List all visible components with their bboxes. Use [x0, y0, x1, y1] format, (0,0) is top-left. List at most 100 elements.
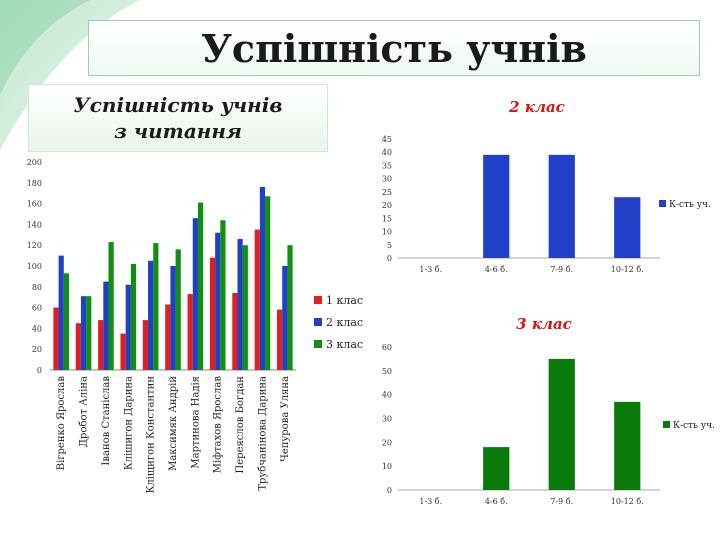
y-tick-label: 40 — [382, 391, 392, 400]
y-tick-label: 60 — [32, 304, 42, 313]
bar-3-klas — [242, 245, 248, 370]
bar-2-klas — [215, 232, 221, 370]
y-tick-label: 20 — [382, 438, 392, 447]
bar — [483, 447, 510, 490]
bar-2-klas — [103, 281, 109, 370]
chart-title: 3 клас — [516, 315, 572, 333]
slide-title: Успішність учнів — [201, 25, 587, 71]
bar-2-klas — [170, 266, 176, 370]
bar — [548, 154, 575, 258]
x-tick-label: Чепурова Уляна — [280, 376, 291, 462]
y-tick-label: 40 — [32, 324, 42, 333]
y-tick-label: 100 — [27, 262, 42, 271]
x-tick-label: Дробот Аліна — [79, 376, 90, 447]
bar-3-klas — [86, 296, 92, 370]
y-tick-label: 35 — [382, 161, 392, 170]
x-tick-label: 4-6 б. — [485, 497, 508, 506]
x-tick-label: Іванов Станіслав — [101, 376, 112, 466]
bar-3-klas — [197, 202, 204, 370]
legend-swatch — [663, 421, 670, 428]
y-tick-label: 200 — [27, 158, 42, 167]
y-tick-label: 20 — [382, 201, 392, 210]
bar-1-klas — [232, 293, 238, 370]
y-tick-label: 50 — [382, 367, 392, 376]
bar-3-klas — [287, 245, 293, 370]
bar-1-klas — [277, 309, 283, 370]
legend-swatch — [314, 318, 322, 326]
bar-1-klas — [120, 333, 126, 370]
bar-2-klas — [58, 255, 64, 370]
x-tick-label: 10-12 б. — [611, 265, 644, 274]
y-tick-label: 30 — [382, 175, 392, 184]
x-tick-label: Вігренко Ярослав — [56, 376, 67, 471]
bar-3-klas — [265, 196, 271, 370]
x-tick-label: 10-12 б. — [611, 497, 644, 506]
bar — [548, 358, 575, 490]
x-tick-label: 4-6 б. — [485, 265, 508, 274]
x-tick-label: Міфтахов Ярослав — [213, 376, 224, 474]
bar-3-klas — [153, 243, 159, 370]
bar-1-klas — [254, 229, 260, 370]
y-tick-label: 30 — [382, 415, 392, 424]
legend-swatch — [314, 296, 322, 304]
chart-title: 2 клас — [508, 98, 565, 116]
bar-3-klas — [130, 263, 137, 370]
y-tick-label: 80 — [32, 283, 42, 292]
bar-2-klas — [237, 238, 243, 370]
legend-swatch — [659, 200, 666, 207]
bar-3-klas — [175, 249, 181, 370]
bar-2-klas — [192, 218, 198, 370]
x-tick-label: Переяслов Богдан — [235, 376, 246, 474]
legend-label: 3 клас — [326, 338, 363, 351]
x-tick-label: 1-3 б. — [419, 497, 442, 506]
bar-1-klas — [142, 320, 149, 370]
bar — [614, 401, 641, 490]
bar-1-klas — [187, 294, 193, 370]
bar-3-klas — [220, 220, 226, 370]
bar — [614, 197, 641, 258]
bar-2-klas — [125, 284, 131, 370]
x-tick-label: Мартинова Надія — [190, 376, 201, 469]
bar-3-klas — [63, 273, 69, 370]
x-tick-label: Кліщигон Константин — [146, 376, 157, 494]
y-tick-label: 40 — [382, 148, 392, 157]
legend-label: 2 клас — [326, 316, 363, 329]
y-tick-label: 180 — [27, 179, 42, 188]
bar-1-klas — [165, 304, 171, 370]
x-tick-label: 7-9 б. — [550, 497, 573, 506]
slide-title-box: Успішність учнів — [88, 20, 700, 76]
bar-3-klas — [108, 242, 114, 370]
bar — [483, 154, 510, 258]
subtitle-box: Успішність учнів з читання — [28, 84, 328, 152]
y-tick-label: 160 — [27, 200, 42, 209]
y-tick-label: 10 — [382, 462, 392, 471]
legend-label: К-сть уч. — [673, 421, 715, 431]
legend-swatch — [314, 340, 322, 348]
bar-1-klas — [98, 320, 104, 370]
y-tick-label: 120 — [27, 241, 42, 250]
y-tick-label: 45 — [382, 135, 392, 144]
bar-1-klas — [53, 307, 59, 370]
y-tick-label: 25 — [382, 188, 392, 197]
x-tick-label: Максимяк Андрій — [168, 376, 179, 471]
y-tick-label: 0 — [387, 486, 392, 495]
x-tick-label: 7-9 б. — [550, 265, 573, 274]
y-tick-label: 15 — [382, 214, 392, 223]
x-tick-label: Клішигон Дарина — [123, 376, 134, 470]
y-tick-label: 0 — [37, 366, 42, 375]
bar-2-klas — [148, 260, 154, 370]
legend-label: К-сть уч. — [669, 200, 711, 210]
bar-1-klas — [209, 257, 216, 370]
legend-label: 1 клас — [326, 294, 363, 307]
y-tick-label: 0 — [387, 254, 392, 263]
bar-2-klas — [282, 266, 288, 370]
y-tick-label: 20 — [32, 345, 42, 354]
bar-1-klas — [75, 323, 81, 370]
y-tick-label: 10 — [382, 228, 392, 237]
bar-2-klas — [259, 186, 266, 370]
subtitle: Успішність учнів з читання — [73, 93, 283, 143]
